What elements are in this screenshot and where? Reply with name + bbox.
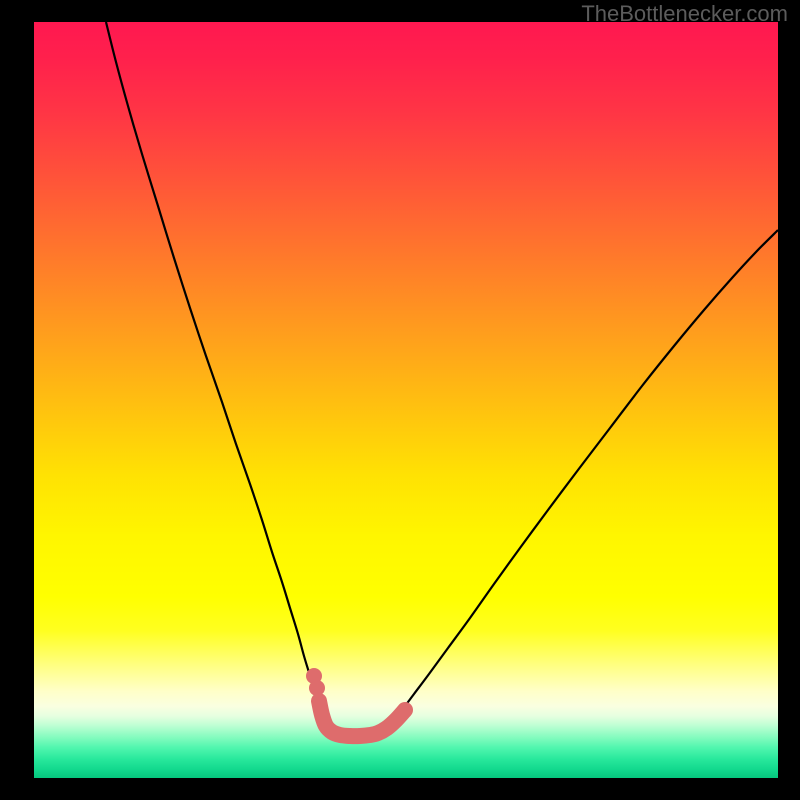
flat-region-stroke — [319, 701, 405, 736]
curve-layer — [34, 22, 778, 778]
flat-region-dots — [306, 668, 325, 696]
watermark-text: TheBottlenecker.com — [581, 1, 788, 27]
bottleneck-curve-left — [106, 22, 325, 728]
chart-frame: TheBottlenecker.com — [0, 0, 800, 800]
bottleneck-curve-right — [388, 230, 778, 728]
plot-area — [34, 22, 778, 778]
flat-region-dot — [309, 680, 325, 696]
